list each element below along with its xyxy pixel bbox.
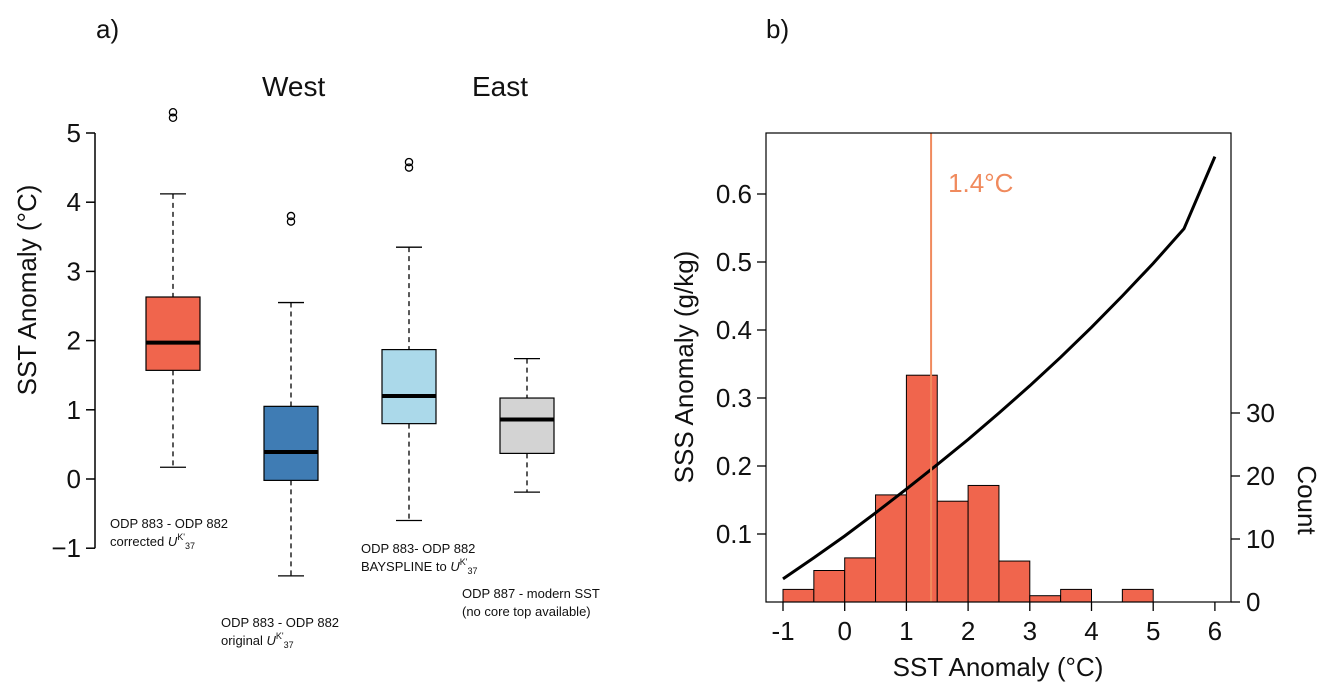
histogram-bar	[813, 570, 846, 603]
box-label-line2: original UK'37	[221, 631, 294, 650]
panel-a-y-tick-label: −1	[51, 533, 81, 563]
histogram-bar	[844, 557, 877, 603]
panel-a-label: a)	[96, 14, 119, 44]
plot-frame	[765, 132, 1232, 603]
box-outlier	[404, 163, 414, 172]
box-label-line1: ODP 883- ODP 882	[361, 541, 475, 556]
panel-a-y-axis-title: SST Anomaly (°C)	[12, 185, 42, 396]
box-outlier	[168, 113, 178, 123]
box-outlier	[404, 157, 414, 167]
panel-b-x-tick-label: 2	[961, 616, 975, 646]
panel-b-axes: -1 0 1 2 3 4 5 6 0.1 0.2 0.3 0.4 0.5 0.6 0 10 20 30	[716, 179, 1275, 646]
marker-label: 1.4°C	[948, 168, 1013, 198]
histogram-bar	[967, 484, 1000, 603]
panel-b-right-axis-title: Count	[1292, 465, 1322, 535]
histogram-bar	[1060, 588, 1093, 603]
panel-b-left-tick-label: 0.4	[716, 315, 752, 345]
box-label-line1: ODP 883 - ODP 882	[221, 615, 339, 630]
box-modern	[499, 357, 555, 493]
box-label-line2: BAYSPLINE to UK'37	[361, 557, 478, 576]
box-label-superscript: K'	[177, 532, 185, 542]
box-label-symbol: U	[267, 633, 277, 648]
panel-b-x-tick-label: 6	[1208, 616, 1222, 646]
panel-b-right-tick-label: 20	[1246, 461, 1275, 491]
panel-b-left-axis-title: SSS Anomaly (g/kg)	[669, 251, 699, 484]
box-label-line2: (no core top available)	[462, 604, 591, 619]
panel-b-x-axis-title: SST Anomaly (°C)	[893, 652, 1104, 682]
box-iqr	[381, 348, 437, 425]
box-outlier	[168, 107, 178, 117]
histogram-bars	[782, 374, 1154, 603]
box-label-symbol: U	[450, 559, 460, 574]
panel-b-left-tick-label: 0.5	[716, 247, 752, 277]
panel-b-x-tick-label: 3	[1023, 616, 1037, 646]
panel-a-y-axis: −1 0 1 2 3 4 5	[51, 118, 96, 563]
box-iqr	[263, 405, 319, 481]
box-label-subscript: 37	[284, 640, 294, 650]
marker-group: 1.4°C	[930, 133, 1013, 602]
panel-b-right-tick-label: 10	[1246, 524, 1275, 554]
panel-b-x-tick-label: 0	[837, 616, 851, 646]
box-bayspline	[381, 157, 437, 522]
panel-a-y-tick-label: 5	[67, 118, 81, 148]
box-label-modern: ODP 887 - modern SST (no core top availab…	[462, 586, 600, 619]
box-label-subscript: 37	[185, 541, 195, 551]
histogram-bar	[936, 500, 969, 603]
panel-b-left-tick-label: 0.1	[716, 519, 752, 549]
sss-curve	[782, 156, 1217, 581]
box-label-superscript: K'	[276, 631, 284, 641]
box-iqr	[145, 296, 201, 371]
panel-a-y-tick-label: 4	[67, 187, 81, 217]
box-label-symbol: U	[168, 534, 178, 549]
box-outlier	[286, 211, 296, 221]
histogram-bar	[1029, 595, 1062, 603]
panel-b-x-tick-label: 5	[1146, 616, 1160, 646]
box-outlier	[286, 217, 296, 226]
histogram-bar	[998, 560, 1031, 603]
panel-a-y-tick-label: 1	[67, 395, 81, 425]
group-label-east: East	[472, 71, 528, 102]
box-label-line2: corrected UK'37	[110, 532, 195, 551]
box-label-text: BAYSPLINE to	[361, 559, 450, 574]
panel-a-y-tick-label: 3	[67, 256, 81, 286]
group-label-west: West	[262, 71, 325, 102]
panel-b-label: b)	[766, 14, 789, 44]
panel-b-x-tick-label: -1	[771, 616, 794, 646]
panel-b-left-tick-label: 0.6	[716, 179, 752, 209]
sss-curve-group	[782, 156, 1217, 581]
panel-b-right-tick-label: 0	[1246, 587, 1260, 617]
histogram-bar	[1121, 588, 1154, 603]
panel-b-left-tick-label: 0.3	[716, 383, 752, 413]
box-label-text: corrected	[110, 534, 168, 549]
panel-b-histogram: b) 1.4°C -1 0 1 2 3 4 5 6 0.1 0.2 0.3 0.4 0.5 0.6 0 10 2…	[669, 14, 1322, 682]
panel-a-y-tick-label: 0	[67, 464, 81, 494]
panel-a-boxplot: a) West East SST Anomaly (°C) −1 0 1 2 3 4 5 O…	[12, 14, 600, 650]
box-label-text: (no core top available)	[462, 604, 591, 619]
box-label-text: original	[221, 633, 267, 648]
panel-b-right-tick-label: 30	[1246, 398, 1275, 428]
box-label-line1: ODP 883 - ODP 882	[110, 516, 228, 531]
panel-a-y-tick-label: 2	[67, 326, 81, 356]
histogram-bar	[905, 374, 938, 603]
box-label-subscript: 37	[467, 566, 477, 576]
panel-a-boxes	[145, 107, 555, 577]
panel-b-x-tick-label: 1	[899, 616, 913, 646]
histogram-bar	[782, 588, 815, 603]
box-iqr	[499, 397, 555, 454]
panel-b-x-tick-label: 4	[1084, 616, 1098, 646]
box-label-line1: ODP 887 - modern SST	[462, 586, 600, 601]
box-corrected	[145, 107, 201, 468]
panel-b-left-tick-label: 0.2	[716, 451, 752, 481]
box-label-superscript: K'	[460, 557, 468, 567]
box-original	[263, 211, 319, 577]
